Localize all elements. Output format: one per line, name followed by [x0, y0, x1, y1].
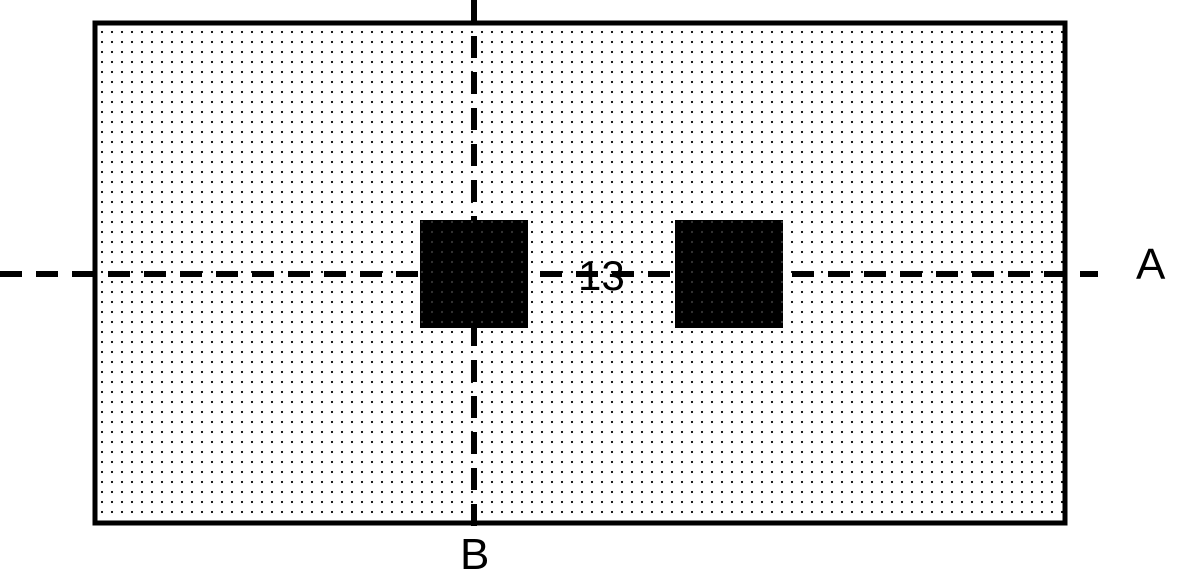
diagram-stage: 13 A B [0, 0, 1183, 558]
center-number-label: 13 [578, 252, 625, 300]
axis-a-label: A [1136, 240, 1165, 290]
axis-b-label: B [460, 530, 489, 580]
